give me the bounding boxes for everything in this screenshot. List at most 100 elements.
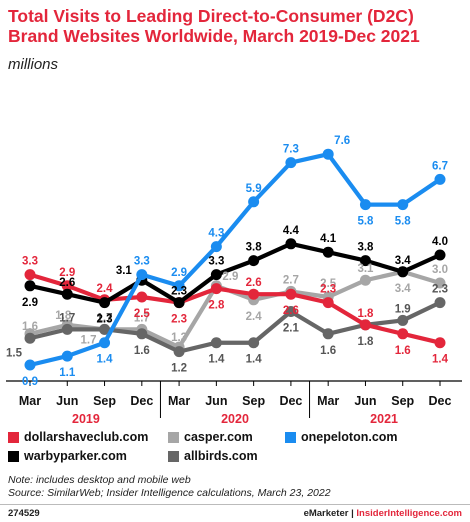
x-tick-label: Mar [317,394,339,408]
brand-separator: | [351,508,354,519]
data-label-onepeloton: 2.9 [171,267,187,279]
legend-swatch [8,431,19,443]
data-label-casper: 2.5 [320,278,337,290]
data-point-allbirds [210,337,222,349]
x-tick-label: Dec [279,394,302,408]
data-point-onepeloton [99,337,111,349]
data-label-casper: 1.3 [171,332,187,344]
data-point-allbirds [173,346,185,358]
chart-title: Total Visits to Leading Direct-to-Consum… [8,6,420,46]
legend-label: dollarshaveclub.com [24,430,149,444]
chart-notes: Note: includes desktop and mobile web So… [8,474,331,500]
data-point-onepeloton [24,359,36,371]
legend-label: casper.com [184,430,253,444]
data-point-dollarshaveclub [285,288,297,300]
data-label-onepeloton: 7.6 [334,135,350,147]
data-label-dollarshaveclub: 3.3 [22,256,38,268]
data-label-allbirds: 1.7 [97,312,113,324]
data-label-dollarshaveclub: 2.6 [283,305,299,317]
data-label-onepeloton: 5.8 [357,216,374,228]
data-label-casper: 2.7 [283,274,299,286]
data-label-dollarshaveclub: 2.4 [97,283,114,295]
data-label-warbyparker: 4.0 [432,236,448,248]
data-label-casper: 3.0 [432,264,448,276]
x-tick-label: Sep [242,394,265,408]
series-line-allbirds [29,300,441,354]
data-point-warbyparker [359,255,371,267]
data-label-casper: 2.9 [222,271,238,283]
data-label-allbirds: 1.7 [59,312,75,324]
x-tick-label: Dec [429,394,452,408]
data-point-dollarshaveclub [136,291,148,303]
year-label: 2020 [221,412,249,426]
legend-item-casper: casper.com [168,430,253,444]
footer-brand: eMarketer | InsiderIntelligence.com [304,508,462,519]
legend-swatch [285,431,296,443]
data-point-warbyparker [285,238,297,250]
data-point-allbirds [99,323,111,335]
data-point-onepeloton [285,157,297,169]
data-point-dollarshaveclub [24,269,36,281]
data-label-warbyparker: 2.6 [59,277,75,289]
data-label-onepeloton: 6.7 [432,160,448,172]
legend-item-onepeloton: onepeloton.com [285,430,398,444]
legend-item-allbirds: allbirds.com [168,449,258,463]
data-point-onepeloton [359,199,371,211]
data-label-onepeloton: 7.3 [283,144,299,156]
data-point-casper [359,274,371,286]
data-label-dollarshaveclub: 2.3 [320,284,336,296]
data-label-onepeloton: 1.1 [59,367,76,379]
x-tick-label: Mar [19,394,41,408]
data-label-warbyparker: 3.8 [246,242,263,254]
data-point-allbirds [434,297,446,309]
data-label-dollarshaveclub: 1.4 [432,354,449,366]
legend-item-dollarshaveclub: dollarshaveclub.com [8,430,148,444]
data-label-warbyparker: 3.8 [357,242,374,254]
data-point-onepeloton [210,241,222,253]
data-point-allbirds [24,332,36,344]
data-label-onepeloton: 1.4 [97,354,114,366]
data-point-casper [434,277,446,289]
data-label-allbirds: 1.9 [395,303,411,315]
data-label-onepeloton: 0.9 [22,376,38,388]
chart-subtitle: millions [8,56,59,73]
data-label-warbyparker: 4.1 [320,233,337,245]
data-point-onepeloton [173,280,185,292]
data-point-warbyparker [322,246,334,258]
data-label-dollarshaveclub: 1.6 [395,345,411,357]
x-tick-label: Jun [56,394,78,408]
data-point-warbyparker [248,255,260,267]
data-point-dollarshaveclub [359,319,371,331]
data-label-casper: 1.7 [134,312,150,324]
data-point-allbirds [136,328,148,340]
data-point-dollarshaveclub [322,297,334,309]
data-label-casper: 1.8 [55,310,72,322]
year-label: 2021 [370,412,398,426]
data-point-warbyparker [99,297,111,309]
legend-swatch [8,450,19,462]
data-point-dollarshaveclub [248,288,260,300]
legend-swatch [168,431,179,443]
data-point-allbirds [248,337,260,349]
brand-insider-intelligence: InsiderIntelligence.com [356,508,462,519]
source-text: Source: SimilarWeb; Insider Intelligence… [8,487,331,499]
data-label-allbirds: 2.1 [283,323,300,335]
data-label-casper: 2.4 [246,311,263,323]
data-label-casper: 3.1 [357,263,374,275]
data-label-dollarshaveclub: 2.9 [59,267,75,279]
data-label-warbyparker: 3.1 [116,265,133,277]
data-label-casper: 3.4 [395,283,412,295]
data-point-warbyparker [397,266,409,278]
data-point-onepeloton [61,350,73,362]
legend-label: allbirds.com [184,449,258,463]
data-point-onepeloton [248,196,260,208]
brand-emarketer: eMarketer [303,508,349,519]
legend-item-warbyparker: warbyparker.com [8,449,127,463]
data-point-dollarshaveclub [61,280,73,292]
data-label-dollarshaveclub: 2.6 [246,277,262,289]
series-line-dollarshaveclub [29,272,441,345]
data-label-onepeloton: 5.9 [246,183,262,195]
data-point-warbyparker [173,297,185,309]
data-label-warbyparker: 2.3 [97,314,113,326]
data-point-allbirds [285,306,297,318]
